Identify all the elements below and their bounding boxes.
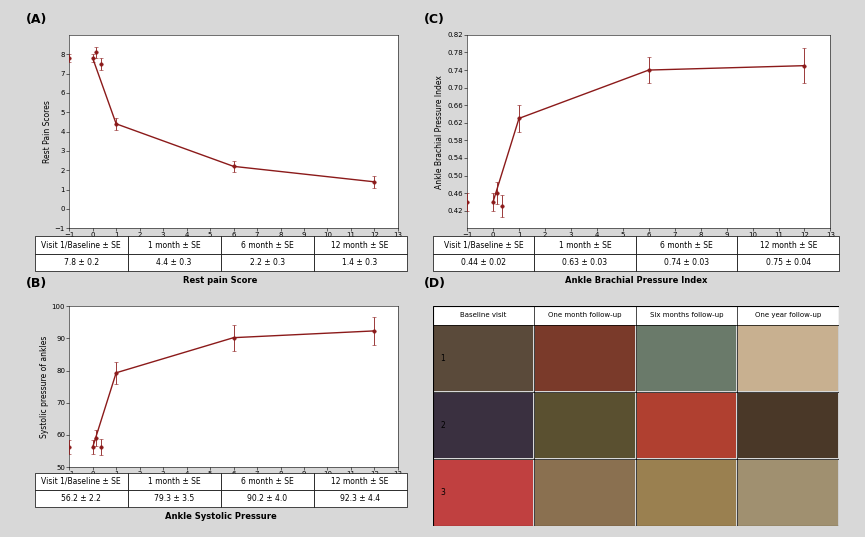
Y-axis label: Systolic pressure of ankles: Systolic pressure of ankles	[40, 336, 48, 438]
Bar	[637, 460, 736, 526]
X-axis label: Time (in Months): Time (in Months)	[202, 241, 266, 250]
Text: 1: 1	[440, 354, 445, 363]
Bar	[637, 393, 736, 459]
Bar	[432, 306, 839, 325]
Bar	[535, 460, 635, 526]
Text: Six months follow-up: Six months follow-up	[650, 313, 723, 318]
X-axis label: Time (in Months): Time (in Months)	[202, 480, 266, 489]
Text: One year follow-up: One year follow-up	[755, 313, 822, 318]
Y-axis label: Ankle Brachial Pressure Index: Ankle Brachial Pressure Index	[435, 75, 445, 188]
Bar	[637, 325, 736, 391]
Bar	[433, 460, 533, 526]
Text: One month follow-up: One month follow-up	[548, 313, 622, 318]
Bar	[433, 325, 533, 391]
Text: (A): (A)	[26, 13, 48, 26]
Y-axis label: Rest Pain Scores: Rest Pain Scores	[43, 100, 52, 163]
Bar	[739, 460, 838, 526]
Text: (B): (B)	[26, 277, 48, 289]
Text: (D): (D)	[424, 277, 445, 289]
Text: 2: 2	[440, 421, 445, 430]
Text: (C): (C)	[424, 13, 445, 26]
Text: Ankle Systolic Pressure: Ankle Systolic Pressure	[164, 512, 277, 521]
Text: Ankle Brachial Pressure Index: Ankle Brachial Pressure Index	[565, 276, 707, 285]
Bar	[739, 325, 838, 391]
Bar	[433, 393, 533, 459]
Bar	[535, 393, 635, 459]
Bar	[739, 393, 838, 459]
Text: 3: 3	[440, 488, 445, 497]
Bar	[535, 325, 635, 391]
X-axis label: Time (in Months): Time (in Months)	[617, 241, 681, 250]
Text: Baseline visit: Baseline visit	[460, 313, 507, 318]
Text: Rest pain Score: Rest pain Score	[183, 276, 258, 285]
